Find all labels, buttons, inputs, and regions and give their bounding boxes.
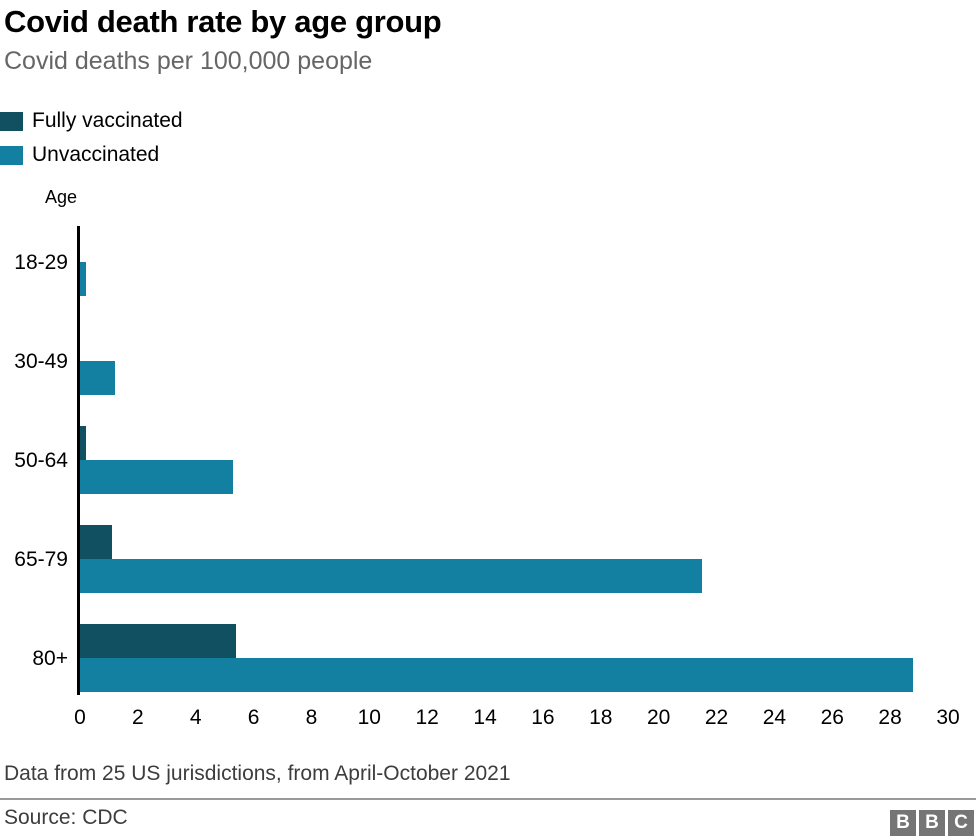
x-axis-tick-12: 12 xyxy=(415,706,439,729)
x-axis-tick-4: 4 xyxy=(189,706,202,729)
category-label-65-79: 65-79 xyxy=(14,548,68,571)
x-axis-tick-14: 14 xyxy=(473,706,497,729)
category-label-80+: 80+ xyxy=(32,647,68,670)
x-axis-tick-8: 8 xyxy=(305,706,318,729)
category-label-30-49: 30-49 xyxy=(14,350,68,373)
bar-65-79-unvaccinated xyxy=(80,559,703,593)
bar-80+-fully-vaccinated xyxy=(80,624,237,658)
y-axis-title: Age xyxy=(44,187,77,207)
legend-item-fully-vaccinated: Fully vaccinated xyxy=(0,104,183,138)
bar-50-64-unvaccinated xyxy=(80,460,234,494)
footnote: Data from 25 US jurisdictions, from Apri… xyxy=(4,762,511,785)
footer-divider xyxy=(0,798,976,800)
source-credit: Source: CDC xyxy=(4,806,128,829)
x-axis-tick-28: 28 xyxy=(878,706,902,729)
x-axis-tick-18: 18 xyxy=(589,706,613,729)
category-label-50-64: 50-64 xyxy=(14,449,68,472)
y-axis-line xyxy=(77,226,80,695)
x-axis-tick-10: 10 xyxy=(357,706,381,729)
bbc-logo-letter: C xyxy=(948,810,974,836)
x-axis-tick-16: 16 xyxy=(531,706,555,729)
legend-item-unvaccinated: Unvaccinated xyxy=(0,138,183,172)
x-axis-tick-24: 24 xyxy=(762,706,787,729)
x-axis-tick-2: 2 xyxy=(132,706,144,729)
legend-label: Unvaccinated xyxy=(32,143,160,166)
page-title: Covid death rate by age group xyxy=(4,4,442,39)
category-label-18-29: 18-29 xyxy=(14,251,68,274)
bbc-logo: B B C xyxy=(890,810,974,836)
x-axis-tick-22: 22 xyxy=(704,706,729,729)
legend-swatch-fully-vaccinated xyxy=(0,111,23,131)
x-axis-tick-20: 20 xyxy=(647,706,671,729)
legend-label: Fully vaccinated xyxy=(32,109,183,132)
bar-80+-unvaccinated xyxy=(80,658,914,692)
legend-swatch-unvaccinated xyxy=(0,145,23,165)
plot-area: 18-29 30-49 50-64 65-79 80+ 0 2 4 6 8 10 12 14 16 18 20… xyxy=(14,226,960,729)
x-axis-tick-30: 30 xyxy=(936,706,960,729)
x-axis-tick-0: 0 xyxy=(74,706,86,729)
x-axis-tick-6: 6 xyxy=(247,706,260,729)
x-axis-tick-26: 26 xyxy=(820,706,844,729)
bar-50-64-fully-vaccinated xyxy=(80,426,86,460)
bar-30-49-unvaccinated xyxy=(80,361,115,395)
bbc-logo-letter: B xyxy=(919,810,945,836)
bar-18-29-unvaccinated xyxy=(80,262,86,296)
legend: Fully vaccinated Unvaccinated xyxy=(0,104,183,172)
bbc-logo-letter: B xyxy=(890,810,916,836)
page-subtitle: Covid deaths per 100,000 people xyxy=(4,47,373,75)
bar-65-79-fully-vaccinated xyxy=(80,525,112,559)
